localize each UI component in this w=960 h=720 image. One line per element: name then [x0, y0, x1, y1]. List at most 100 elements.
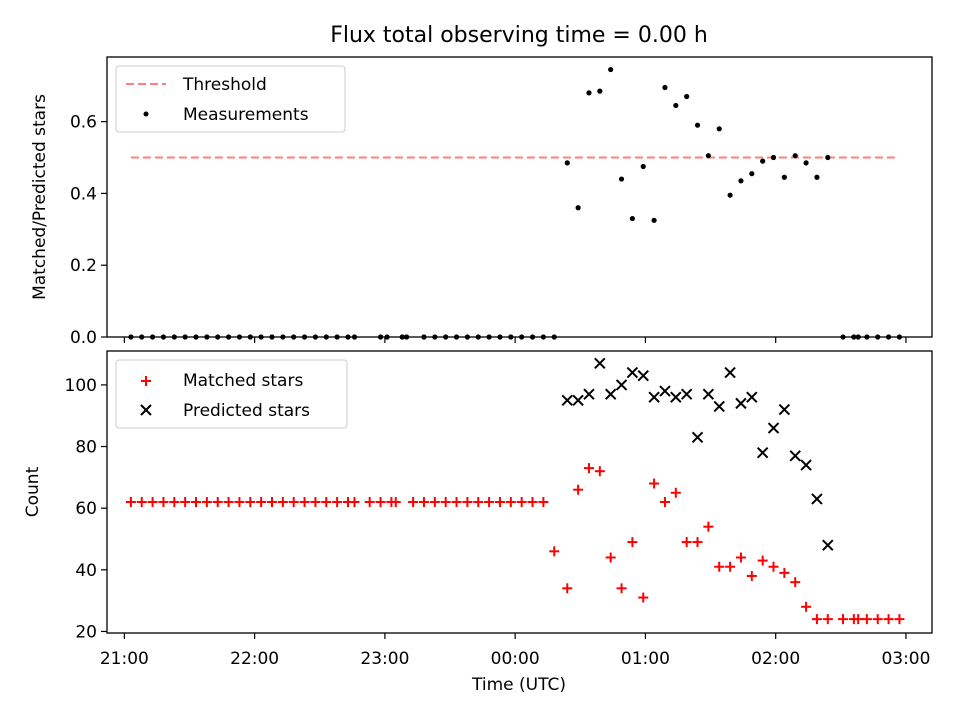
matched-star-point: [364, 497, 375, 508]
matched-star-point: [473, 497, 484, 508]
matched-star-point: [583, 463, 594, 474]
matched-star-point: [375, 497, 386, 508]
x-tick-label: 22:00: [230, 649, 279, 669]
matched-star-point: [692, 537, 703, 548]
measurement-point: [825, 154, 831, 161]
measurement-point: [662, 84, 668, 91]
measurement-point: [684, 93, 690, 100]
matched-star-point: [321, 497, 332, 508]
measurement-point: [673, 102, 679, 109]
matched-star-point: [527, 497, 538, 508]
predicted-star-point: [778, 403, 791, 416]
matched-star-point: [659, 497, 670, 508]
predicted-star-point: [724, 366, 736, 379]
matched-star-point: [484, 497, 495, 508]
predicted-star-point: [680, 388, 693, 400]
predicted-star-point: [822, 539, 834, 551]
matched-star-point: [125, 497, 136, 508]
matched-star-point: [790, 577, 801, 588]
bottom-panel: 20 40 60 80 100 21:00 22:00 23:00 00:00 01:00 02:…: [23, 350, 933, 695]
matched-star-point: [462, 497, 473, 508]
measurement-point: [814, 174, 820, 180]
top-y-tick-label: 0.6: [70, 113, 97, 133]
measurement-point: [640, 163, 646, 170]
matched-star-point: [811, 614, 822, 625]
bottom-y-tick-label: 40: [75, 561, 97, 581]
matched-star-point: [429, 497, 440, 508]
bottom-legend-box: [115, 359, 348, 429]
predicted-star-point: [594, 357, 606, 370]
matched-star-point: [223, 497, 234, 508]
matched-star-point: [562, 583, 573, 594]
matched-star-point: [390, 497, 401, 508]
bottom-y-axis-label: Count: [23, 466, 43, 517]
predicted-star-point: [670, 391, 682, 403]
x-axis-label: Time (UTC): [471, 675, 566, 695]
matched-star-point: [277, 497, 288, 508]
measurement-point: [651, 217, 657, 223]
predicted-star-point: [615, 379, 628, 391]
matched-star-point: [169, 497, 180, 508]
matched-star-point: [573, 484, 584, 495]
top-y-ticks: 0.0 0.2 0.4 0.6: [70, 113, 107, 348]
measurement-point: [629, 215, 635, 222]
measurement-point: [749, 171, 755, 177]
x-tick-label: 01:00: [621, 649, 670, 669]
matched-legend-marker: [141, 376, 151, 386]
predicted-star-point: [811, 493, 823, 505]
matched-star-point: [605, 552, 616, 563]
matched-star-point: [703, 521, 714, 532]
matched-star-point: [147, 497, 158, 508]
predicted-star-point: [800, 459, 812, 471]
matched-star-point: [451, 497, 462, 508]
matched-star-point: [538, 497, 549, 508]
top-y-tick-label: 0.2: [70, 256, 97, 276]
top-axes-frame: [106, 56, 933, 338]
bottom-axes-frame: [106, 350, 933, 634]
matched-star-point: [136, 497, 147, 508]
predicted-star-point: [756, 446, 769, 459]
matched-star-point: [725, 561, 736, 572]
top-y-tick-label: 0.4: [70, 184, 97, 204]
matched-star-point: [670, 487, 681, 498]
matched-star-point: [234, 497, 245, 508]
measurement-point: [716, 126, 722, 132]
matched-star-point: [440, 497, 451, 508]
measurement-point: [803, 160, 809, 166]
matched-star-point: [418, 497, 429, 508]
top-legend: Threshold Measurements: [115, 65, 346, 133]
matched-star-point: [627, 537, 638, 548]
x-tick-label: 23:00: [360, 649, 409, 669]
measurement-point: [564, 160, 570, 166]
top-y-axis-label: Matched/Predicted stars: [30, 94, 50, 300]
predicted-star-point: [789, 450, 801, 462]
matched-star-point: [310, 497, 321, 508]
matched-star-point: [299, 497, 310, 508]
matched-star-point: [158, 497, 169, 508]
matched-star-point: [837, 614, 848, 625]
matched-star-point: [516, 497, 527, 508]
predicted-legend-marker: [140, 404, 152, 416]
matched-star-point: [872, 614, 883, 625]
predicted-star-point: [702, 388, 715, 400]
top-legend-box: [115, 65, 346, 133]
matched-star-point: [494, 497, 505, 508]
matched-star-point: [267, 497, 277, 508]
matched-star-point: [649, 478, 660, 489]
predicted-star-point: [691, 431, 704, 444]
x-tick-label: 00:00: [491, 649, 540, 669]
top-panel: 0.0 0.2 0.4 0.6 Matched/Predicted stars Thr…: [30, 56, 933, 348]
x-tick-label: 21:00: [100, 649, 149, 669]
measurement-point: [781, 174, 787, 180]
bottom-y-tick-label: 20: [75, 622, 97, 642]
top-x-ticks: [123, 337, 907, 343]
predicted-star-point: [746, 391, 758, 403]
measurement-point: [618, 176, 625, 182]
matched-star-point: [638, 592, 649, 603]
matched-star-point: [757, 555, 768, 566]
matched-star-point: [505, 497, 516, 508]
predicted-star-point: [659, 385, 671, 397]
chart-title: Flux total observing time = 0.00 h: [330, 23, 708, 48]
matched-star-point: [332, 497, 343, 508]
